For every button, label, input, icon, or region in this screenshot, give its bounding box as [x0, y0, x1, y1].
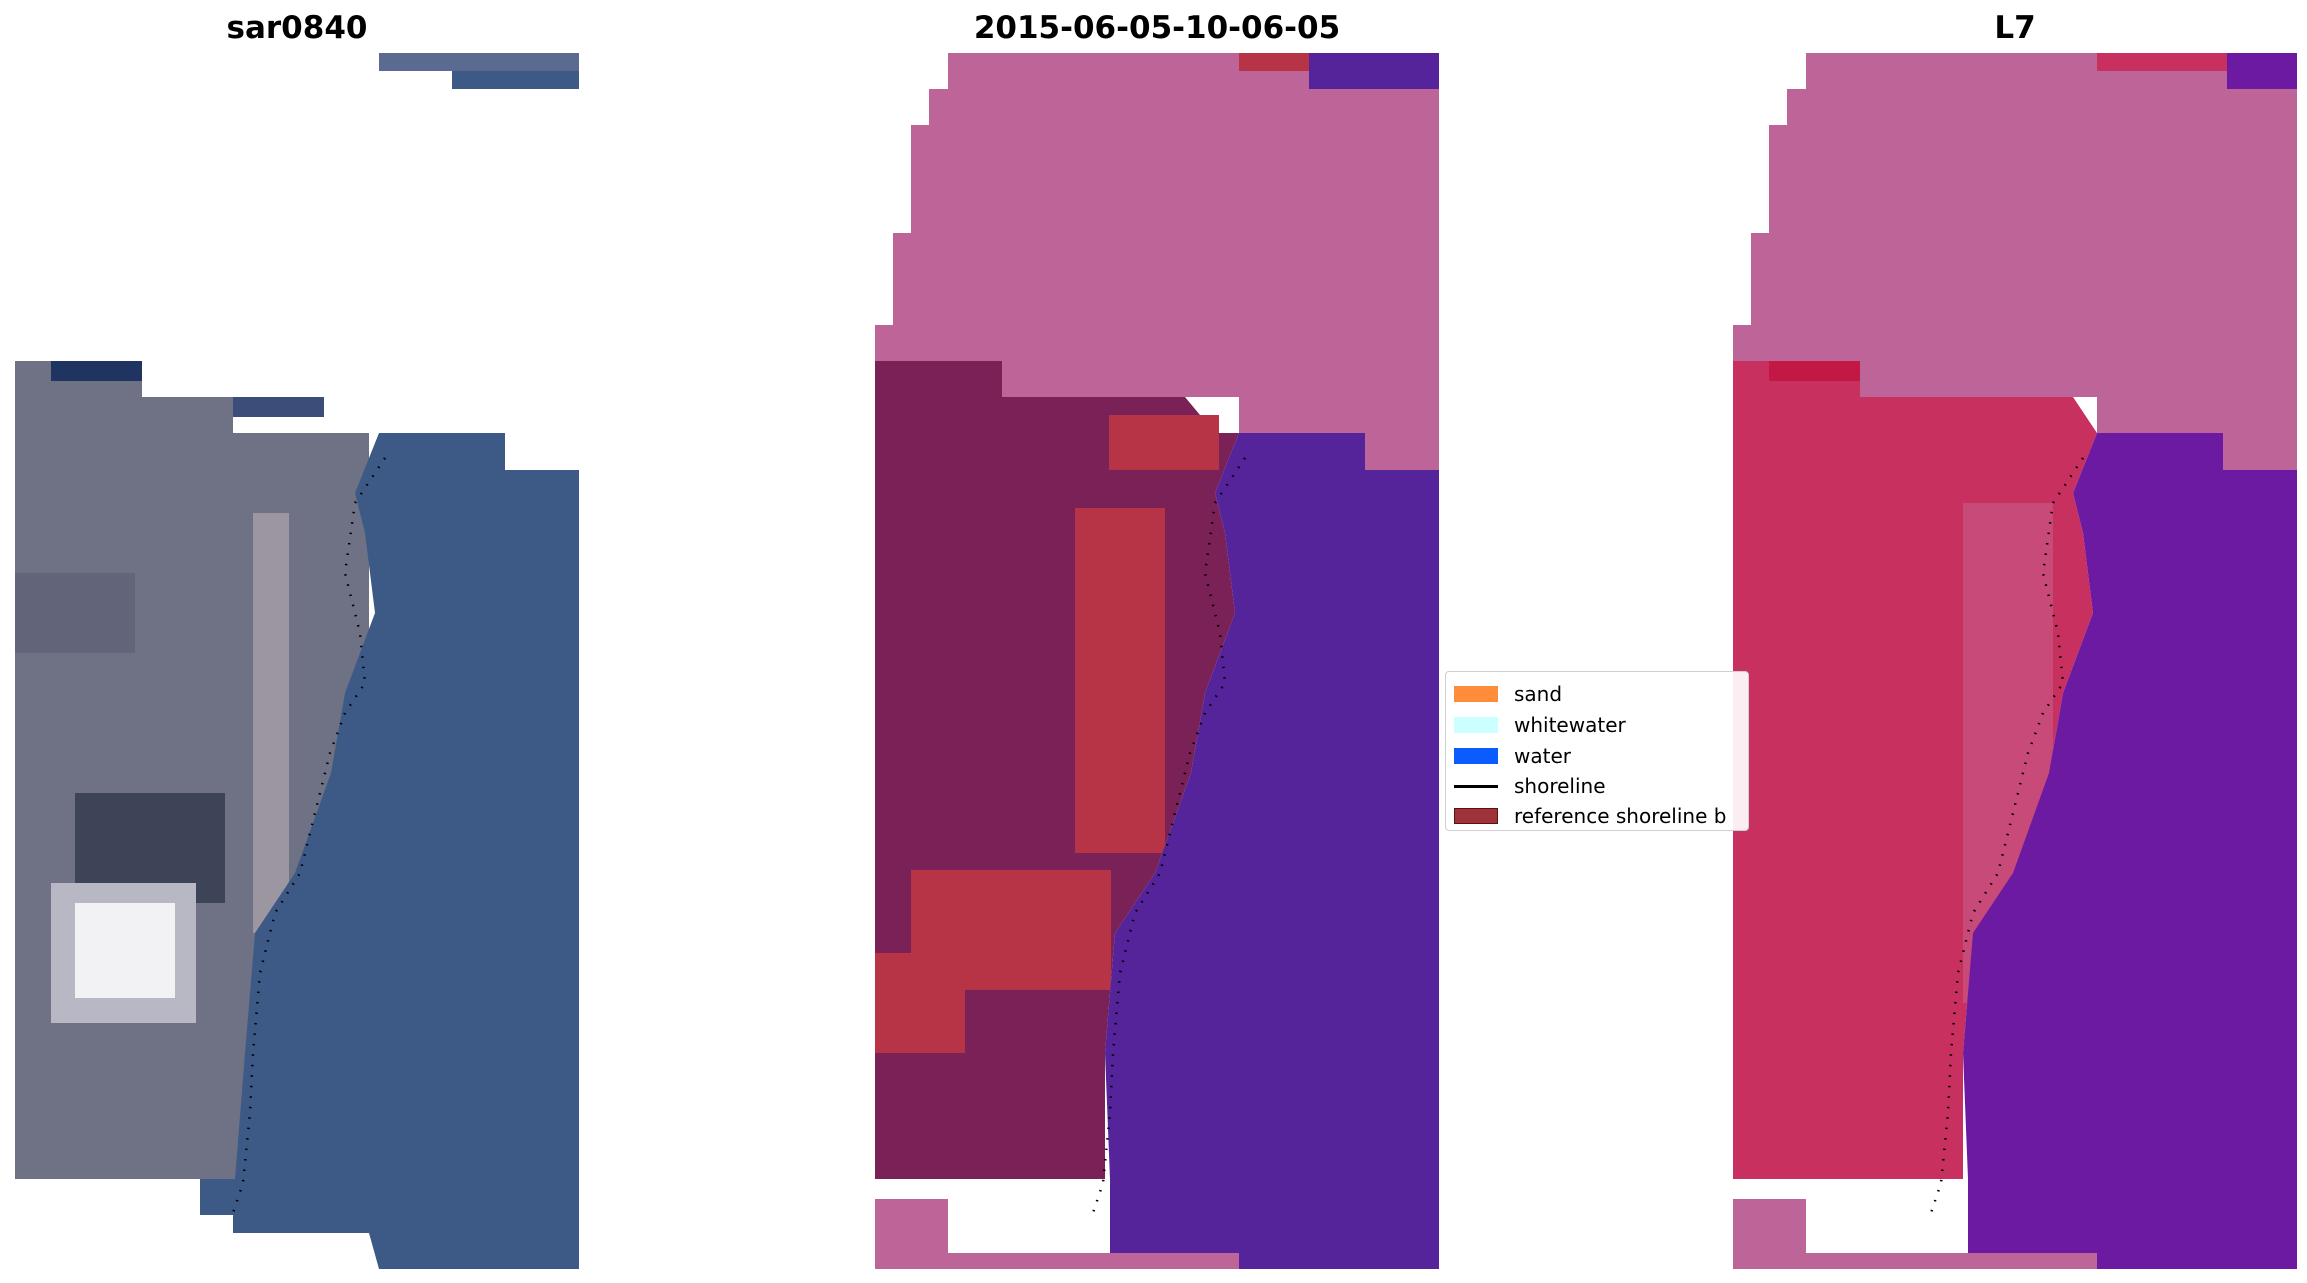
class-water-region	[1105, 433, 1439, 1269]
legend-label-whitewater: whitewater	[1514, 713, 1626, 737]
legend-item-water: water	[1454, 742, 1571, 770]
rgb-image-panel	[15, 53, 579, 1269]
rgb-dark-patch	[51, 361, 142, 381]
rgb-dark-patch	[233, 397, 324, 417]
l7-water-region	[1963, 433, 2297, 1269]
legend-item-reference-shoreline: reference shoreline b	[1454, 802, 1726, 830]
reference-shoreline-swatch	[1454, 808, 1498, 824]
panel-title-date: 2015-06-05-10-06-05	[973, 10, 1341, 46]
shoreline-swatch	[1454, 784, 1498, 788]
water-swatch	[1454, 748, 1498, 764]
classified-image	[875, 53, 1439, 1269]
rgb-dark-patch	[15, 573, 135, 653]
sand-swatch	[1454, 686, 1498, 702]
legend-label-shoreline: shoreline	[1514, 774, 1606, 798]
l7-nodata-top	[1733, 53, 2297, 470]
legend-item-shoreline: shoreline	[1454, 772, 1606, 800]
rgb-water-region	[200, 433, 579, 1269]
l7-image	[1733, 53, 2297, 1269]
panel-title-l7: L7	[1994, 10, 2036, 46]
legend-box: sand whitewater water shoreline referenc…	[1445, 671, 1749, 831]
class-sand-patch	[875, 953, 965, 1053]
rgb-image	[15, 53, 579, 1269]
panel-title-sar0840: sar0840	[226, 10, 368, 46]
classified-image-panel	[875, 53, 1439, 1269]
l7-image-panel	[1733, 53, 2297, 1269]
legend-item-whitewater: whitewater	[1454, 711, 1626, 739]
legend-label-reference-shoreline: reference shoreline b	[1514, 804, 1727, 828]
rgb-dune-strip	[253, 513, 289, 933]
l7-top-strip	[2227, 53, 2297, 89]
l7-top-strip	[2097, 53, 2227, 71]
rgb-top-strip	[379, 53, 579, 71]
class-top-strip	[1239, 53, 1309, 71]
class-nodata-top	[875, 53, 1439, 470]
l7-bright-land	[1769, 361, 1860, 381]
class-sand-patch	[1109, 415, 1219, 470]
legend-label-water: water	[1514, 744, 1571, 768]
class-top-strip	[1309, 53, 1439, 89]
legend-item-sand: sand	[1454, 680, 1562, 708]
l7-nodata-bottom	[1733, 1199, 2097, 1269]
rgb-top-strip	[452, 71, 579, 89]
legend-label-sand: sand	[1514, 682, 1563, 706]
class-sand-patch	[1075, 508, 1165, 853]
rgb-cloud-core	[75, 903, 175, 998]
class-nodata-bottom	[875, 1199, 1239, 1269]
whitewater-swatch	[1454, 717, 1498, 733]
